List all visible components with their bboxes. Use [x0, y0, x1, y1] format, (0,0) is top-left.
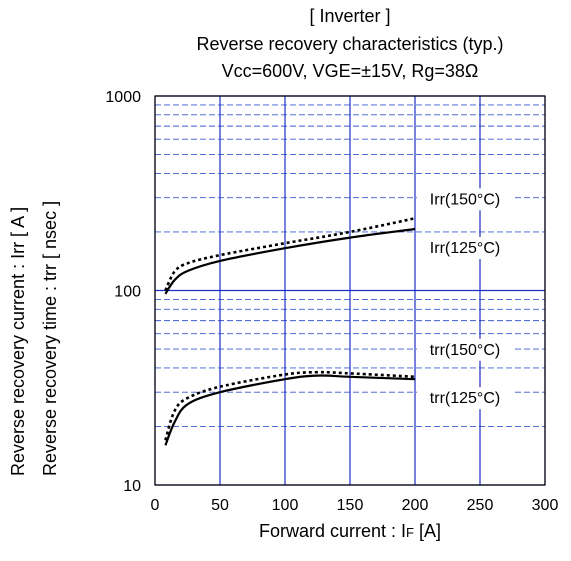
x-axis-label-unit: [A]: [413, 521, 441, 541]
x-tick-label: 300: [532, 497, 559, 514]
y-tick-label: 1000: [105, 89, 141, 106]
x-axis-label-subscript: F: [406, 525, 414, 540]
chart-title-line-1: [ Inverter ]: [309, 6, 391, 26]
plot-frame: [154, 95, 546, 486]
series-label-background: [417, 338, 513, 361]
x-tick-label: 250: [467, 497, 494, 514]
x-tick-label: 200: [402, 497, 429, 514]
series-label: Irr(125°C): [430, 240, 500, 257]
x-tick-label: 50: [211, 497, 229, 514]
x-tick-label: 0: [151, 497, 160, 514]
series-line-3: [164, 374, 416, 446]
series-line-0: [164, 217, 416, 292]
series-line-2: [164, 370, 416, 441]
y-tick-label: 100: [114, 284, 141, 301]
x-tick-label: 150: [337, 497, 364, 514]
x-tick-label: 100: [272, 497, 299, 514]
series-label-background: [417, 188, 513, 211]
series-line-1: [164, 227, 416, 295]
series-label: trr(150°C): [430, 342, 500, 359]
y-tick-label: 10: [123, 478, 141, 495]
series-label: Irr(150°C): [430, 191, 500, 208]
chart-title-line-2: Reverse recovery characteristics (typ.): [196, 34, 504, 54]
x-axis-label-main: Forward current : I: [258, 521, 407, 541]
chart-title-line-3: Vcc=600V, VGE=±15V, Rg=38Ω: [221, 61, 479, 81]
series-label-background: [417, 237, 513, 260]
series-label: trr(125°C): [430, 390, 500, 407]
series-label-background: [417, 387, 513, 410]
x-axis-label: Forward current : IF [A]: [155, 521, 545, 542]
